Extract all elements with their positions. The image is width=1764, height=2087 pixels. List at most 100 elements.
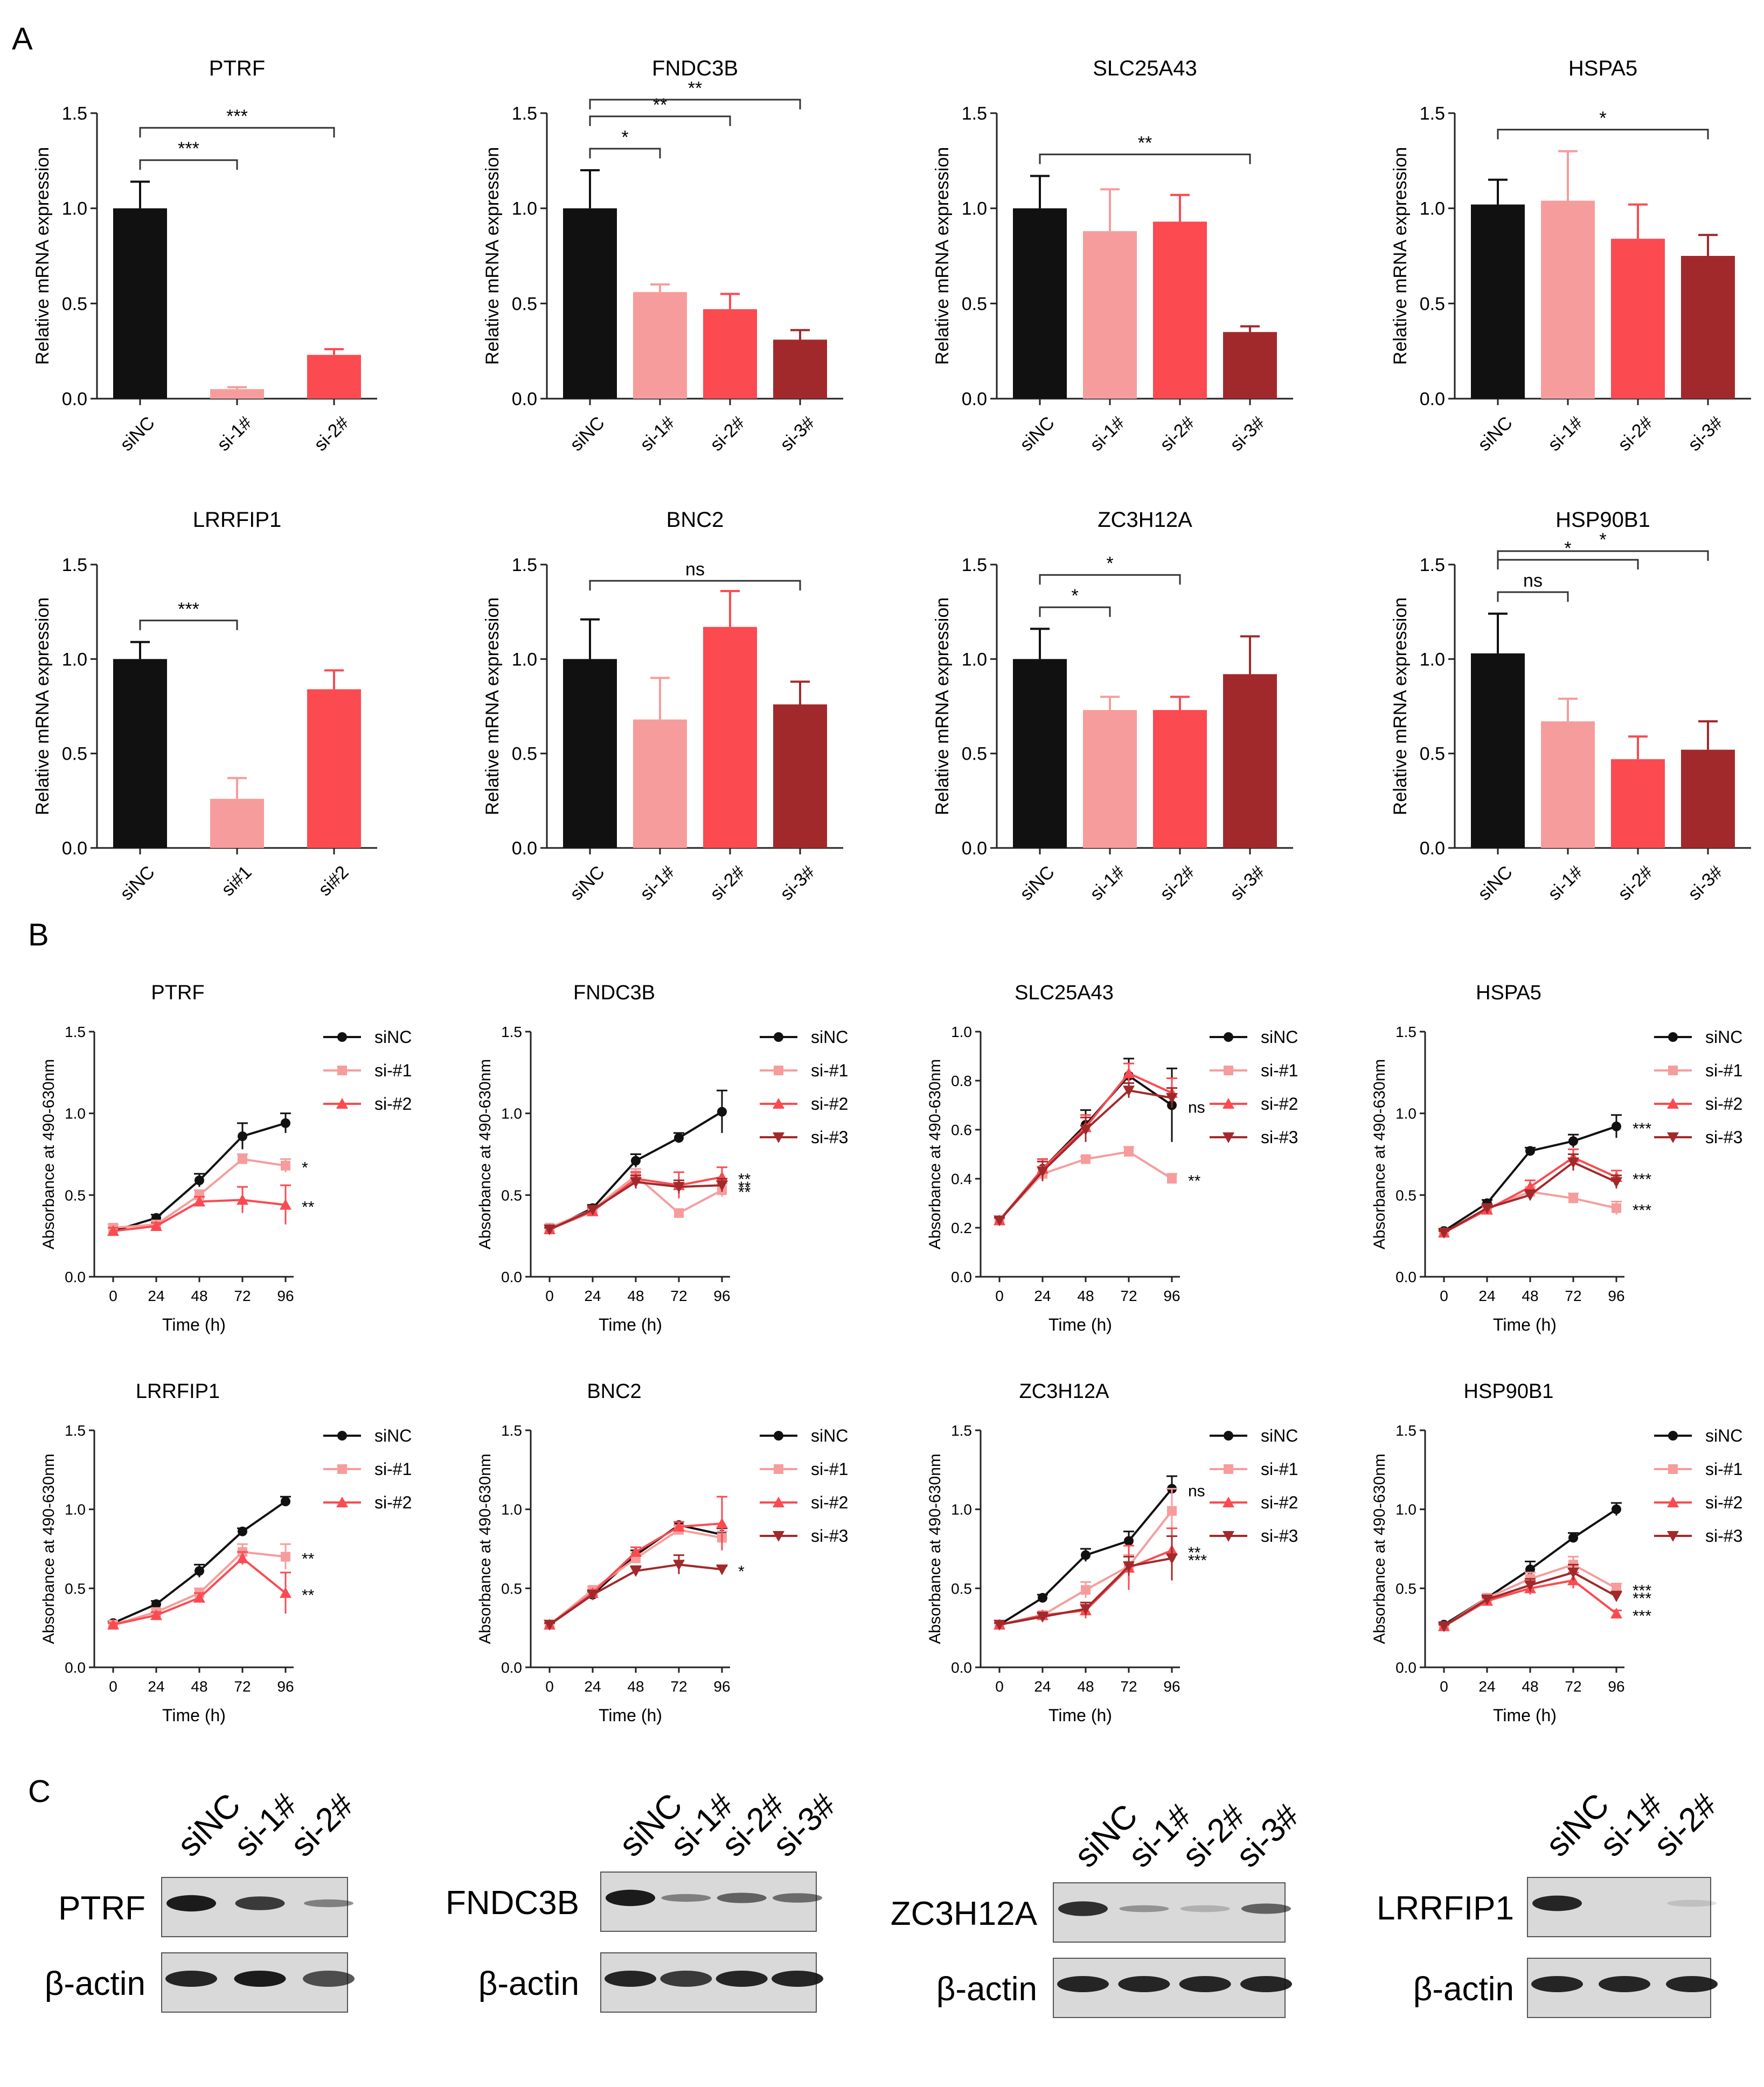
data-point: [281, 1118, 290, 1128]
legend-entry: siNC: [1261, 1426, 1298, 1445]
data-point: [1668, 1032, 1678, 1042]
bar-si-2: [703, 627, 757, 848]
protein-band: [1241, 1903, 1291, 1914]
data-point: [1123, 1561, 1135, 1573]
bar-si-2: [703, 309, 757, 399]
chart-title: LRRFIP1: [136, 1380, 220, 1403]
data-point: [195, 1175, 204, 1186]
x-tick-label: 24: [1478, 1678, 1495, 1695]
lane-label: si-2#: [1647, 1786, 1724, 1864]
protein-band: [235, 1896, 285, 1910]
data-point: [1167, 1174, 1177, 1184]
significance-bracket: [1497, 591, 1569, 602]
x-tick-label: siNC: [116, 413, 159, 455]
protein-band: [165, 1971, 217, 1987]
x-tick-label: 48: [1522, 1678, 1538, 1695]
y-tick-label: 0.0: [951, 1269, 972, 1285]
chart-title: FNDC3B: [652, 57, 738, 80]
legend-entry: siNC: [374, 1426, 412, 1445]
y-tick-label: 1.0: [512, 199, 537, 219]
x-tick-label: 96: [1608, 1288, 1624, 1304]
significance-label: *: [1599, 108, 1606, 129]
legend-entry: si-#1: [811, 1459, 848, 1479]
y-axis-label: Relative mRNA expression: [932, 597, 953, 815]
x-tick-label: si-1#: [636, 413, 679, 455]
data-point: [673, 1182, 685, 1193]
x-axis-label: Time (h): [1493, 1706, 1557, 1725]
chart-title: ZC3H12A: [1019, 1380, 1109, 1403]
legend-entry: si-#3: [811, 1526, 848, 1546]
data-point: [193, 1195, 205, 1207]
y-tick-label: 0.0: [65, 1269, 86, 1285]
significance-label: ***: [1633, 1607, 1651, 1625]
data-point: [1123, 1067, 1135, 1079]
x-tick-label: 96: [277, 1678, 294, 1695]
legend-entry: siNC: [374, 1027, 412, 1047]
y-tick-label: 0.4: [951, 1171, 972, 1187]
chart-title: LRRFIP1: [193, 508, 282, 532]
y-tick-label: 1.5: [951, 1422, 972, 1439]
data-point: [150, 1609, 162, 1620]
significance-bracket: [589, 115, 731, 126]
y-tick-label: 1.5: [62, 555, 87, 575]
significance-label: **: [1138, 133, 1152, 154]
data-point: [1223, 1098, 1234, 1109]
data-point: [337, 1464, 347, 1474]
significance-label: **: [738, 1171, 751, 1188]
x-tick-label: si-2#: [1156, 413, 1199, 455]
x-tick-label: si-2#: [310, 413, 353, 455]
data-point: [716, 1180, 728, 1192]
x-tick-label: siNC: [1016, 862, 1059, 905]
bar-si-3: [1223, 674, 1277, 848]
legend-entry: si-#2: [374, 1094, 412, 1114]
significance-label: ***: [178, 599, 199, 620]
y-tick-label: 0.5: [951, 1580, 972, 1597]
data-point: [544, 1619, 555, 1631]
x-tick-label: siNC: [1474, 413, 1517, 455]
significance-label: ns: [1188, 1483, 1205, 1500]
x-tick-label: 72: [1120, 1288, 1137, 1304]
series-line-siNC: [113, 1500, 287, 1624]
data-point: [773, 1098, 784, 1109]
x-tick-label: si-2#: [706, 862, 749, 905]
panel-label-a: A: [12, 22, 33, 57]
growth-curves: PTRF Absorbance at 490-630nm 0.0 0.5 1.0 1.5 0…: [40, 982, 1742, 1725]
x-tick-label: 72: [1565, 1288, 1581, 1304]
data-point: [630, 1566, 642, 1577]
y-tick-label: 0.0: [501, 1269, 522, 1285]
protein-band: [1531, 1976, 1583, 1992]
data-point: [1667, 1098, 1679, 1109]
line-chart-lrrfip1: LRRFIP1 Absorbance at 490-630nm 0.0 0.5 1.0 1…: [40, 1380, 412, 1725]
y-axis-label: Absorbance at 490-630nm: [1371, 1059, 1388, 1250]
blot-target-label: LRRFIP1: [1377, 1890, 1514, 1927]
y-tick-label: 1.0: [65, 1105, 86, 1122]
x-tick-label: 96: [1163, 1288, 1180, 1304]
legend-entry: si-#2: [811, 1094, 848, 1114]
x-tick-label: 96: [713, 1288, 730, 1304]
legend-entry: si-#1: [1705, 1459, 1742, 1479]
data-point: [774, 1464, 783, 1474]
data-point: [1123, 1086, 1135, 1097]
protein-band: [1599, 1976, 1650, 1992]
significance-label: **: [688, 78, 702, 99]
bar-si-3: [1681, 256, 1735, 399]
y-tick-label: 0.0: [501, 1659, 522, 1676]
x-axis-label: Time (h): [162, 1706, 226, 1725]
significance-label: *: [1106, 553, 1113, 574]
x-tick-label: 72: [234, 1678, 251, 1695]
legend-entry: si-#2: [1261, 1094, 1298, 1114]
data-point: [238, 1131, 247, 1142]
y-tick-label: 1.0: [951, 1024, 972, 1040]
significance-label: *: [1564, 538, 1571, 559]
data-point: [1224, 1464, 1233, 1474]
x-tick-label: 24: [584, 1678, 601, 1695]
legend-entry: si-#1: [374, 1061, 412, 1080]
chart-title: FNDC3B: [573, 982, 655, 1004]
significance-label: **: [1188, 1172, 1201, 1190]
data-point: [238, 1154, 247, 1164]
data-point: [994, 1619, 1005, 1631]
y-tick-label: 0.8: [951, 1073, 972, 1089]
x-tick-label: si-3#: [1226, 413, 1269, 455]
chart-title: PTRF: [209, 57, 265, 80]
line-chart-zc3h12a: ZC3H12A Absorbance at 490-630nm 0.0 0.5 1.0 1…: [926, 1380, 1298, 1725]
